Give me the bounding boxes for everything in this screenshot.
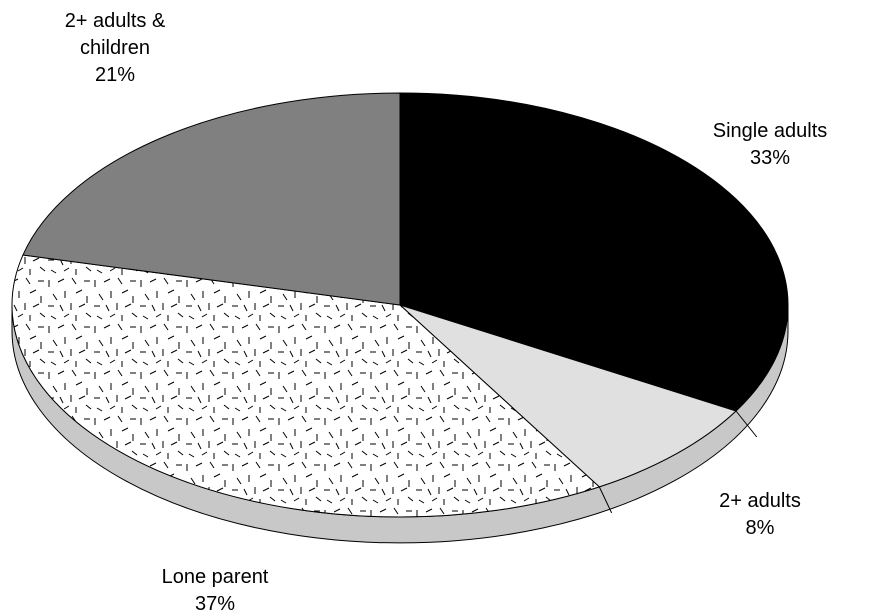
slice-label: Single adults 33% [660,118,871,172]
slice-texture [11,255,600,517]
category-label: Lone parent [161,566,269,588]
category-label: 2+ adults & children [64,10,166,59]
pie-slice [22,92,401,306]
slice-label: 2+ adults 8% [680,488,840,542]
side-edge [598,486,613,514]
value-label: 37% [194,593,236,615]
slice-label: Lone parent 37% [115,564,315,616]
value-label: 21% [94,64,136,86]
value-label: 33% [749,147,791,169]
side-edge [735,410,758,438]
slice-label: 2+ adults & children 21% [50,8,180,89]
value-label: 8% [745,517,775,539]
pie-slice [399,304,737,488]
pie-slice [399,92,789,412]
category-label: 2+ adults [719,490,801,512]
category-label: Single adults [712,120,828,142]
